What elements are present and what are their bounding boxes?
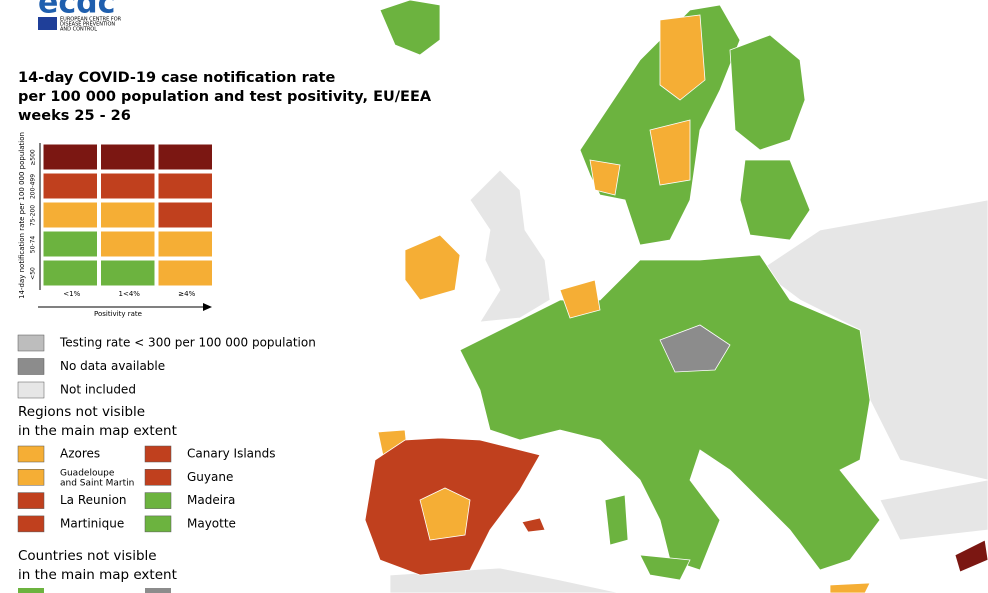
map-land-orange — [589, 159, 621, 196]
legend-swatch — [17, 358, 45, 375]
legend-label: Testing rate < 300 per 100 000 populatio… — [59, 336, 316, 350]
matrix-row-label: 75-200 — [30, 205, 37, 226]
map-land-excluded — [469, 169, 551, 323]
region-label: La Reunion — [60, 493, 127, 507]
legend-swatch — [17, 445, 45, 463]
matrix-cell — [42, 172, 98, 200]
map-land-red — [521, 517, 546, 533]
legend-swatch — [17, 381, 45, 399]
map-land-orange — [419, 487, 471, 541]
map-land — [604, 494, 629, 546]
title: weeks 25 - 26 — [18, 108, 131, 124]
legend-swatch — [17, 492, 45, 509]
region-label: Martinique — [60, 516, 124, 530]
title: 14-day COVID-19 case notification rate — [18, 70, 335, 86]
map-land-orange — [559, 279, 601, 319]
heading: Regions not visible — [18, 404, 145, 420]
matrix-row-label: 200-499 — [30, 174, 37, 199]
matrix-col-label: ≥4% — [178, 290, 195, 298]
legend-swatch — [18, 588, 44, 593]
matrix-cell — [100, 201, 156, 229]
matrix-cell — [100, 172, 156, 200]
region-label: Guadeloupe and Saint Martin — [60, 468, 134, 488]
legend-swatch — [17, 334, 45, 352]
map-land-orange — [829, 582, 871, 593]
map-land — [459, 254, 881, 571]
legend-swatch — [17, 469, 45, 486]
heading: Countries not visible — [18, 548, 157, 564]
matrix-cell — [157, 143, 213, 171]
map-land-excluded — [389, 567, 621, 593]
map-land — [379, 0, 441, 56]
region-label: Guyane — [187, 470, 233, 484]
map-land-dark-red — [954, 539, 988, 573]
legend-label: Not included — [60, 383, 136, 397]
legend-swatch — [144, 445, 172, 463]
matrix-cell — [42, 230, 98, 258]
matrix-cell — [42, 259, 98, 287]
matrix-col-label: <1% — [63, 290, 80, 298]
region-label: Madeira — [187, 493, 235, 507]
matrix-cell — [157, 259, 213, 287]
matrix-row-label: <50 — [30, 267, 37, 280]
sidebar: ecdc — [38, 0, 115, 30]
region-label: Mayotte — [187, 516, 236, 530]
matrix-cell — [42, 201, 98, 229]
matrix-cell — [157, 201, 213, 229]
heading: in the main map extent — [18, 567, 177, 583]
map — [364, 0, 988, 593]
legend-swatch — [144, 515, 172, 533]
legend-swatch — [144, 492, 172, 509]
logo-subtitle: EUROPEAN CENTRE FOR — [60, 17, 122, 23]
matrix-cell — [42, 143, 98, 171]
matrix-x-label: Positivity rate — [94, 310, 142, 318]
map-land-orange — [659, 14, 706, 101]
matrix-cell — [157, 230, 213, 258]
region-label: Canary Islands — [187, 447, 276, 461]
legend-swatch — [144, 469, 172, 486]
map-land — [739, 159, 811, 241]
map-land — [639, 554, 691, 581]
arrow-head — [203, 303, 212, 311]
logo-subtitle: DISEASE PREVENTION — [60, 22, 115, 28]
legend-swatch — [17, 515, 45, 533]
logo: ecdc — [38, 0, 115, 21]
matrix-col-label: 1<4% — [119, 290, 141, 298]
matrix-row-label: 50-74 — [30, 236, 37, 254]
region-label: Azores — [60, 447, 100, 461]
legend-label: No data available — [60, 359, 165, 373]
matrix-y-label: 14-day notification rate per 100 000 pop… — [18, 132, 26, 299]
map-land-orange — [404, 234, 461, 301]
matrix-cell — [157, 172, 213, 200]
map-land-no-data — [659, 324, 731, 373]
legend-swatch — [145, 588, 171, 593]
map-land — [729, 34, 806, 151]
title: per 100 000 population and test positivi… — [18, 89, 432, 105]
matrix-cell — [100, 230, 156, 258]
map-land-excluded — [759, 199, 988, 481]
eu-flag — [38, 17, 57, 30]
map-land-orange — [649, 119, 691, 186]
logo-subtitle: AND CONTROL — [60, 27, 97, 33]
heading: in the main map extent — [18, 423, 177, 439]
matrix-cell — [100, 143, 156, 171]
matrix-cell — [100, 259, 156, 287]
matrix-row-label: ≥500 — [30, 149, 37, 166]
map-land-excluded — [879, 479, 988, 541]
